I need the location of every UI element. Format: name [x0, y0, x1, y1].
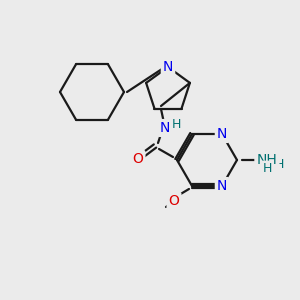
- Text: N: N: [217, 127, 227, 141]
- Text: N: N: [163, 60, 173, 74]
- Text: NH: NH: [256, 153, 278, 167]
- Text: H: H: [171, 118, 181, 131]
- Text: O: O: [169, 194, 179, 208]
- Text: NH: NH: [256, 151, 278, 165]
- Text: O: O: [133, 152, 143, 166]
- Text: H: H: [274, 158, 284, 170]
- Text: N: N: [217, 179, 227, 193]
- Text: N: N: [160, 121, 170, 135]
- Text: H: H: [262, 163, 272, 176]
